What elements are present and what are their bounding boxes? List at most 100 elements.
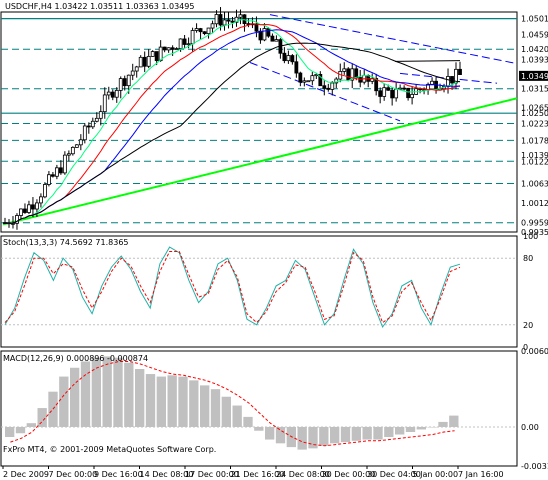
- macd-histogram-bar: [178, 376, 188, 427]
- candle-body: [158, 46, 163, 62]
- candle-body: [47, 174, 51, 185]
- candle-body: [334, 78, 339, 84]
- candle-body: [190, 30, 195, 45]
- macd-histogram-bar: [395, 426, 405, 435]
- candle-body: [450, 76, 454, 84]
- candle-body: [378, 90, 383, 97]
- price-axis-label: 1.02504: [521, 109, 548, 118]
- macd-histogram-bar: [189, 380, 199, 427]
- candle-body: [134, 66, 139, 72]
- macd-histogram-bar: [221, 396, 231, 427]
- candle-body: [242, 14, 247, 25]
- candle-body: [390, 89, 395, 99]
- macd-histogram-bar: [156, 376, 166, 427]
- stoch-signal-line: [4, 251, 461, 324]
- macd-histogram-bar: [59, 376, 69, 427]
- macd-histogram-bar: [330, 426, 340, 444]
- macd-histogram-bar: [351, 426, 361, 441]
- macd-histogram-bar: [340, 426, 351, 443]
- macd-histogram-bar: [48, 391, 58, 427]
- stoch-axis-label: 20: [523, 321, 533, 330]
- candle-body: [406, 87, 411, 99]
- candle-body: [262, 28, 267, 41]
- trendline: [2, 97, 518, 226]
- macd-histogram-bar: [405, 426, 416, 432]
- candle-body: [50, 174, 55, 177]
- copyright-text: FxPro MT4, © 2001-2009 MetaQuotes Softwa…: [3, 445, 216, 454]
- candle-body: [298, 72, 303, 83]
- candle-body: [274, 39, 279, 42]
- time-axis-label: 21 Dec 16:00: [231, 470, 285, 479]
- time-axis-label: 30 Dec 04:00: [367, 470, 421, 479]
- macd-histogram-bar: [373, 426, 383, 440]
- candle-body: [290, 55, 295, 63]
- price-axis-label: 0.99353: [521, 228, 548, 237]
- macd-histogram-bar: [438, 421, 448, 427]
- price-pane[interactable]: [1, 7, 518, 230]
- stoch-axis-label: 80: [523, 254, 533, 263]
- macd-histogram-bar: [243, 416, 253, 427]
- candle-body: [234, 16, 239, 23]
- candle-body: [354, 68, 359, 78]
- price-axis-label: 1.02655: [521, 103, 548, 112]
- price-axis: 1.05014 1.04590 1.042021.03930 1.03495 1.031…: [519, 15, 548, 471]
- candle-body: [210, 23, 215, 29]
- macd-histogram-bar: [70, 367, 80, 427]
- candle-body: [322, 85, 327, 89]
- candle-body: [446, 76, 450, 87]
- candle-body: [35, 202, 39, 210]
- candle-body: [350, 68, 355, 81]
- candle-body: [310, 75, 315, 82]
- candle-body: [402, 87, 407, 90]
- stoch-axis-label: 100: [523, 232, 538, 241]
- candle-body: [222, 19, 227, 26]
- candle-body: [170, 47, 175, 50]
- macd-histogram-bar: [91, 357, 101, 427]
- candle-body: [430, 80, 434, 85]
- macd-histogram-bar: [26, 423, 36, 427]
- pane-frame: [0, 11, 518, 233]
- macd-histogram-bar: [113, 357, 123, 427]
- candle-body: [146, 55, 151, 67]
- macd-histogram-bar: [200, 385, 210, 427]
- macd-pane[interactable]: [1, 356, 517, 450]
- macd-axis-label: 0.00: [521, 423, 539, 432]
- candle-body: [150, 51, 155, 57]
- candle-body: [126, 74, 131, 87]
- candle-body: [202, 31, 207, 35]
- price-axis-label: 1.01395: [521, 151, 548, 160]
- macd-header: MACD(12,26,9) 0.000896 -0.000874: [3, 354, 148, 363]
- stochastic-pane[interactable]: [1, 246, 517, 329]
- channel-lower: [249, 62, 401, 122]
- time-axis-label: 7 Jan 16:00: [458, 470, 504, 479]
- candle-body: [102, 94, 107, 113]
- candle-body: [410, 94, 415, 99]
- candle-body: [27, 204, 31, 213]
- candle-body: [58, 167, 63, 174]
- price-axis-label: 1.05014: [521, 15, 548, 24]
- candle-body: [62, 154, 67, 174]
- candle-body: [142, 56, 147, 67]
- candle-body: [130, 70, 135, 76]
- macd-histogram-bar: [254, 426, 264, 431]
- price-axis-label: 1.03930: [521, 55, 548, 64]
- candle-body: [194, 28, 199, 31]
- candle-body: [238, 14, 243, 18]
- ma-mid-line: [4, 23, 461, 224]
- macd-histogram-bar: [167, 375, 177, 427]
- candle-body: [110, 91, 115, 98]
- macd-signal-line: [10, 361, 455, 447]
- price-axis-label: 1.04202: [521, 45, 548, 54]
- candle-body: [66, 153, 71, 156]
- stoch-axis-label: 0: [523, 343, 528, 352]
- candle-body: [286, 55, 291, 62]
- macd-histogram-bar: [384, 426, 394, 438]
- candle-body: [174, 48, 179, 50]
- price-axis-label: 1.04590: [521, 31, 548, 40]
- macd-axis-label: 0.00603: [521, 347, 548, 356]
- candle-body: [398, 87, 403, 90]
- price-axis-label: 1.00638: [521, 179, 548, 188]
